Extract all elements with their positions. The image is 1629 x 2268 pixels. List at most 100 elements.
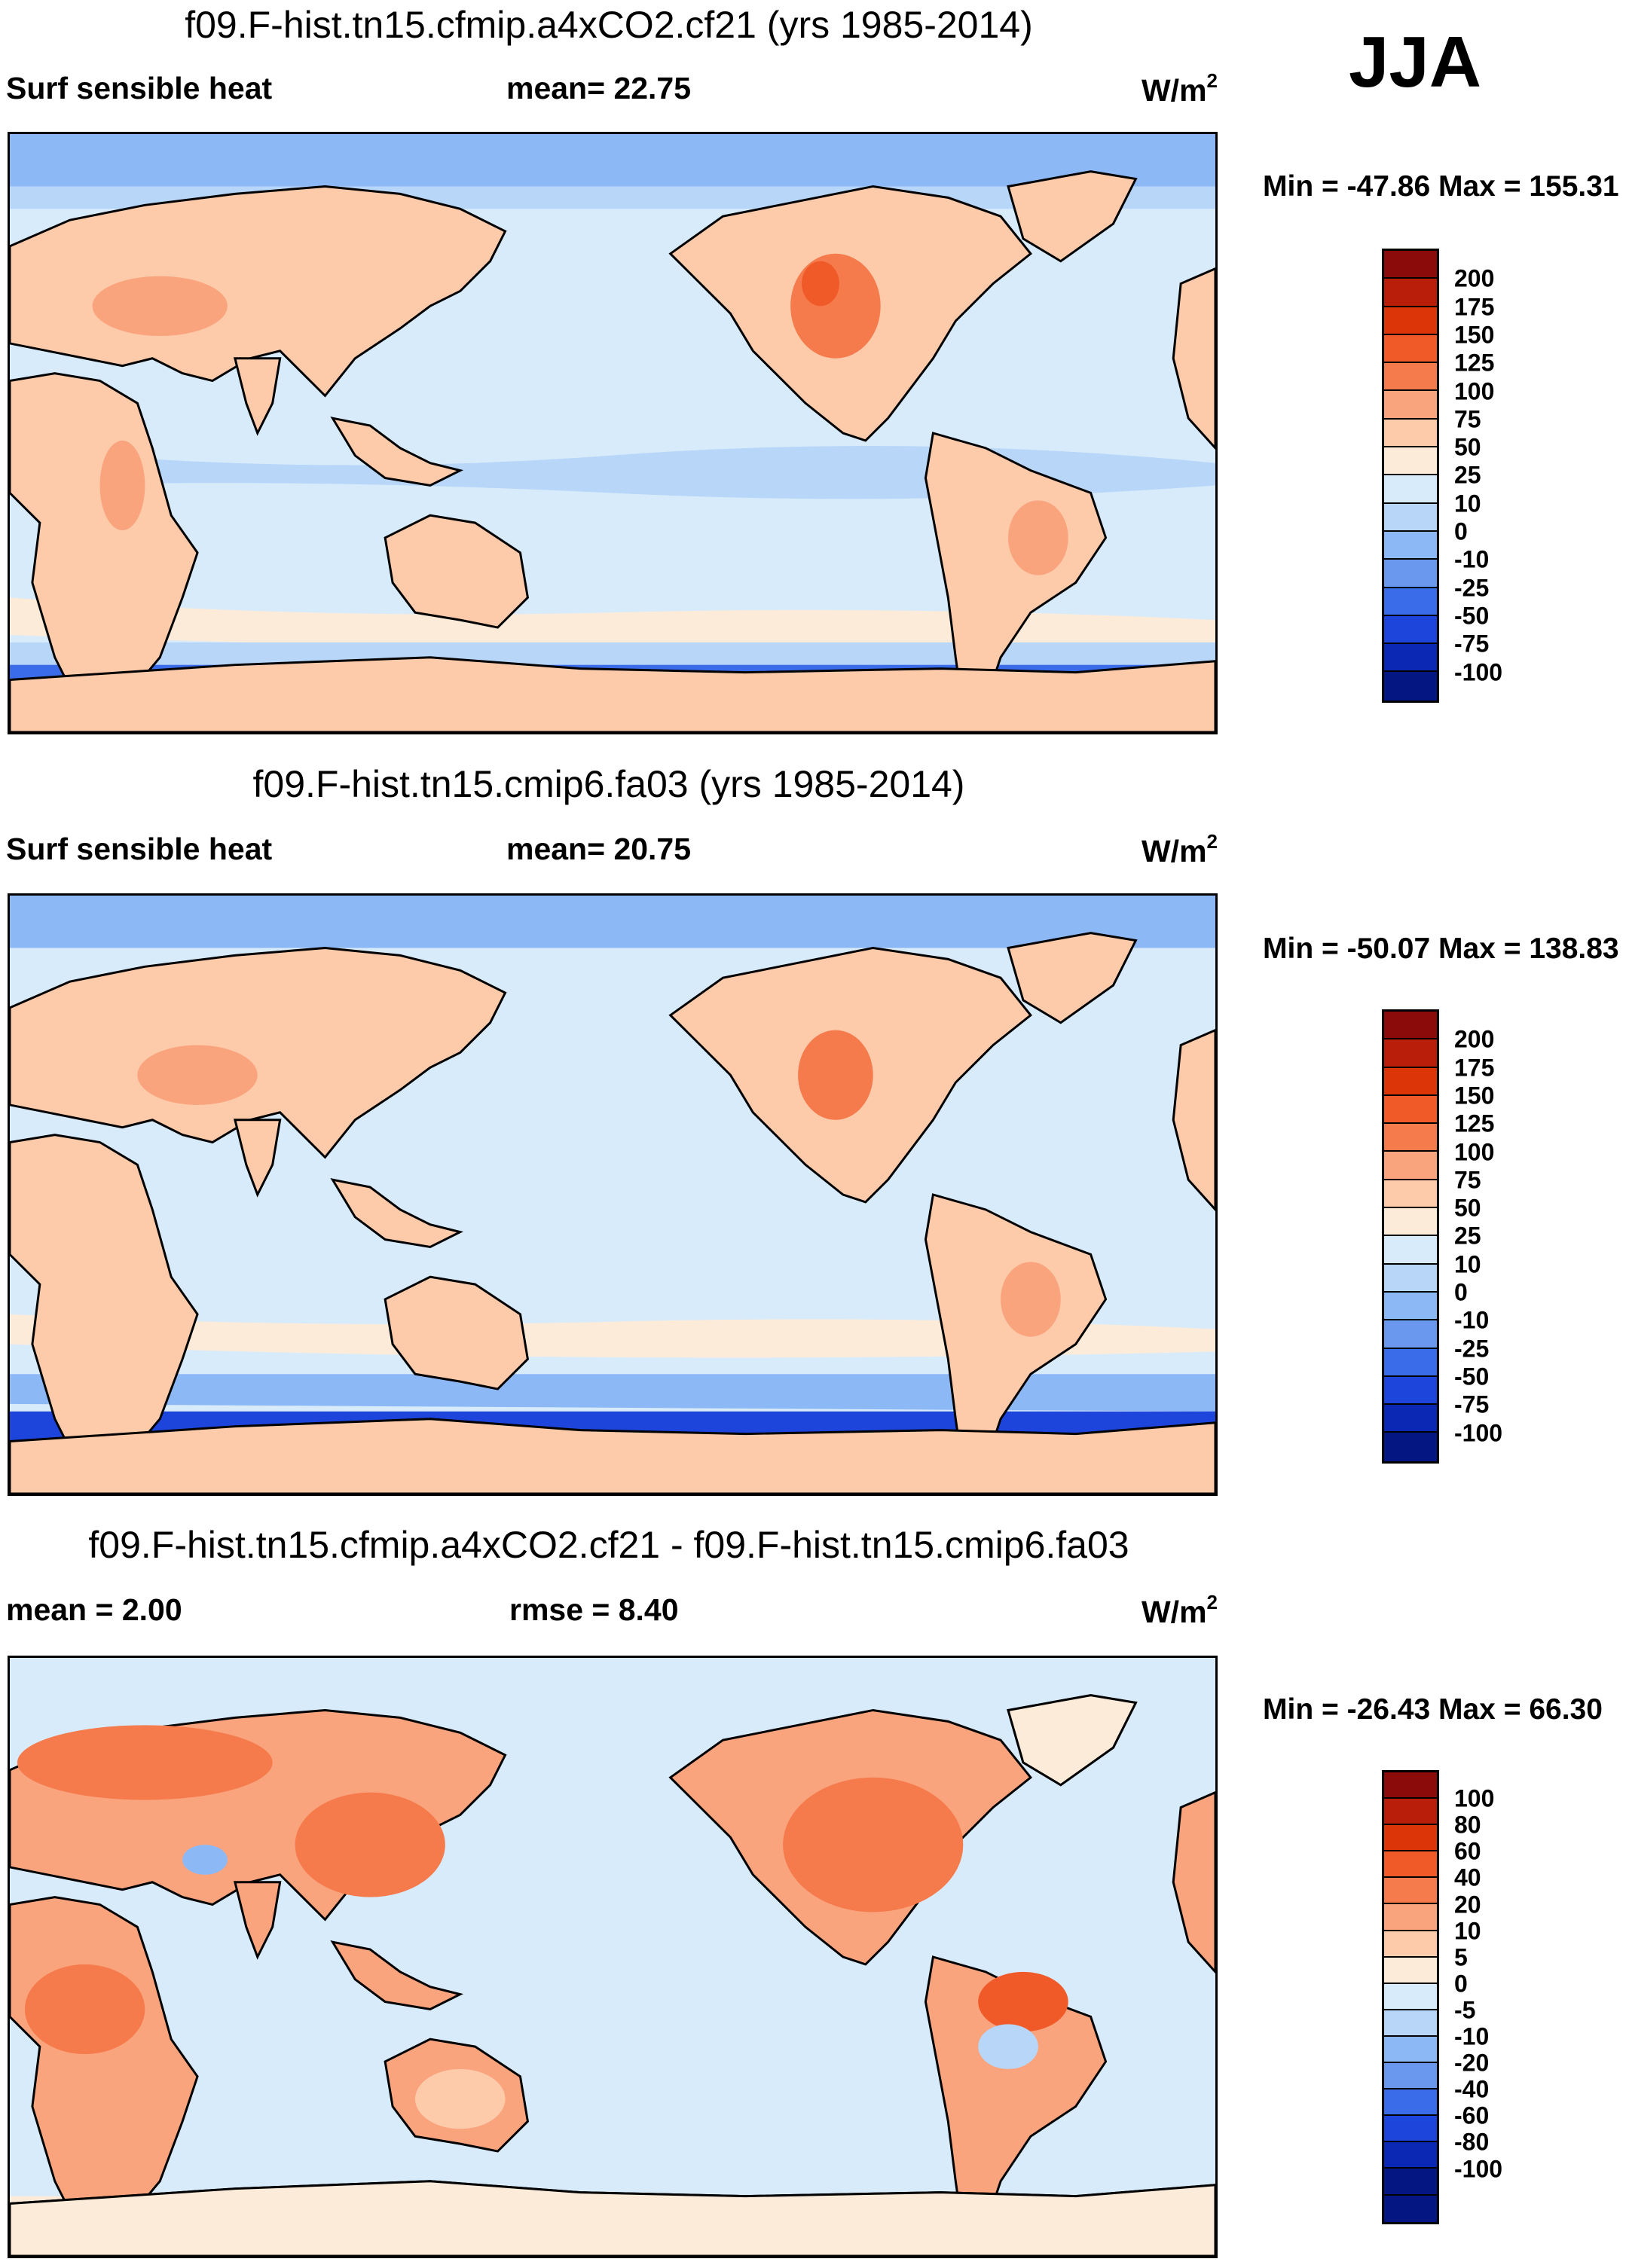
colorbar-swatch xyxy=(1384,307,1437,335)
colorbar-swatch xyxy=(1384,1983,1437,2010)
panel-title: f09.F-hist.tn15.cfmip.a4xCO2.cf21 - f09.… xyxy=(88,1524,1129,1566)
colorbar-tick-label: -75 xyxy=(1454,1390,1490,1418)
colorbar-tick-label: 175 xyxy=(1454,293,1495,321)
colorbar-swatch xyxy=(1384,279,1437,307)
colorbar-tick-label: 125 xyxy=(1454,1110,1495,1137)
colorbar-swatch xyxy=(1384,2036,1437,2064)
colorbar-tick-label: -10 xyxy=(1454,2022,1490,2050)
colorbar-swatch xyxy=(1384,2169,1437,2196)
colorbar-swatch xyxy=(1384,1152,1437,1180)
rmse-stat: rmse = 8.40 xyxy=(509,1592,679,1627)
variable-label: Surf sensible heat xyxy=(6,71,273,105)
contour-map xyxy=(8,893,1218,1496)
colorbar-swatch xyxy=(1384,1878,1437,1905)
mean-stat: mean = 2.00 xyxy=(6,1592,182,1627)
colorbar-swatch xyxy=(1384,2010,1437,2037)
colorbar-swatch xyxy=(1384,560,1437,588)
mean-stat: mean= 22.75 xyxy=(506,71,692,105)
panel-title: f09.F-hist.tn15.cfmip.a4xCO2.cf21 (yrs 1… xyxy=(185,4,1033,46)
colorbar-tick-label: 150 xyxy=(1454,321,1495,349)
season-label: JJA xyxy=(1349,22,1482,102)
colorbar-tick-label: -100 xyxy=(1454,658,1503,685)
colorbar-swatch xyxy=(1384,1208,1437,1237)
colorbar-tick-label: -5 xyxy=(1454,1996,1476,2024)
colorbar-swatch xyxy=(1384,644,1437,673)
colorbar-tick-label: -20 xyxy=(1454,2049,1490,2077)
variable-label: Surf sensible heat xyxy=(6,832,273,866)
colorbar-swatch xyxy=(1384,1376,1437,1406)
colorbar-tick-label: 100 xyxy=(1454,1784,1495,1812)
colorbar xyxy=(1382,1009,1439,1464)
colorbar-swatch xyxy=(1384,447,1437,476)
colorbar-tick-label: -75 xyxy=(1454,630,1490,658)
colorbar-tick-label: 150 xyxy=(1454,1082,1495,1110)
colorbar-swatch xyxy=(1384,1348,1437,1377)
colorbar-swatch xyxy=(1384,1095,1437,1125)
minmax-label: Min = -50.07 Max = 138.83 xyxy=(1263,933,1619,965)
colorbar-tick-label: 60 xyxy=(1454,1837,1481,1865)
colorbar-tick-label: -50 xyxy=(1454,602,1490,630)
panel-title: f09.F-hist.tn15.cmip6.fa03 (yrs 1985-201… xyxy=(252,763,965,805)
colorbar-swatch xyxy=(1384,2089,1437,2117)
colorbar-swatch xyxy=(1384,2116,1437,2143)
colorbar-tick-label: 10 xyxy=(1454,1917,1481,1945)
colorbar-swatch xyxy=(1384,1236,1437,1265)
colorbar-tick-label: -100 xyxy=(1454,2155,1503,2183)
colorbar xyxy=(1382,1770,1439,2224)
colorbar-swatch xyxy=(1384,475,1437,504)
colorbar-tick-label: 100 xyxy=(1454,1138,1495,1165)
colorbar-swatch xyxy=(1384,1957,1437,1984)
colorbar-swatch xyxy=(1384,1292,1437,1321)
contour-map xyxy=(8,1656,1218,2258)
colorbar-tick-label: 0 xyxy=(1454,1970,1468,1998)
colorbar xyxy=(1382,249,1439,703)
colorbar-swatch xyxy=(1384,1067,1437,1096)
colorbar-tick-label: 75 xyxy=(1454,405,1481,433)
colorbar-swatch xyxy=(1384,1433,1437,1461)
colorbar-swatch xyxy=(1384,1931,1437,1958)
colorbar-tick-label: 200 xyxy=(1454,264,1495,292)
colorbar-swatch xyxy=(1384,503,1437,532)
colorbar-swatch xyxy=(1384,1180,1437,1209)
colorbar-tick-label: 0 xyxy=(1454,1278,1468,1306)
mean-stat: mean= 20.75 xyxy=(506,832,692,866)
colorbar-swatch xyxy=(1384,1012,1437,1040)
colorbar-tick-label: -25 xyxy=(1454,1335,1490,1363)
colorbar-tick-label: 0 xyxy=(1454,517,1468,545)
colorbar-tick-label: -50 xyxy=(1454,1363,1490,1390)
contour-map xyxy=(8,132,1218,734)
colorbar-swatch xyxy=(1384,1039,1437,1068)
colorbar-swatch xyxy=(1384,251,1437,279)
colorbar-swatch xyxy=(1384,391,1437,420)
colorbar-swatch xyxy=(1384,1772,1437,1799)
colorbar-tick-label: 50 xyxy=(1454,433,1481,461)
colorbar-swatch xyxy=(1384,1904,1437,1931)
colorbar-tick-label: -40 xyxy=(1454,2075,1490,2103)
colorbar-swatch xyxy=(1384,1264,1437,1293)
colorbar-swatch xyxy=(1384,2063,1437,2090)
colorbar-swatch xyxy=(1384,363,1437,392)
colorbar-tick-label: 125 xyxy=(1454,349,1495,377)
colorbar-swatch xyxy=(1384,615,1437,645)
colorbar-swatch xyxy=(1384,1851,1437,1879)
colorbar-swatch xyxy=(1384,1320,1437,1349)
colorbar-tick-label: 75 xyxy=(1454,1166,1481,1194)
colorbar-tick-label: 25 xyxy=(1454,1222,1481,1250)
colorbar-tick-label: 50 xyxy=(1454,1194,1481,1222)
units-label: W/m2 xyxy=(1141,1591,1218,1629)
colorbar-swatch xyxy=(1384,1799,1437,1826)
colorbar-swatch xyxy=(1384,531,1437,560)
colorbar-swatch xyxy=(1384,2195,1437,2222)
colorbar-tick-label: 200 xyxy=(1454,1025,1495,1053)
colorbar-tick-label: 40 xyxy=(1454,1864,1481,1891)
units-label: W/m2 xyxy=(1141,69,1218,108)
colorbar-tick-label: 100 xyxy=(1454,377,1495,404)
colorbar-tick-label: -10 xyxy=(1454,545,1490,573)
colorbar-swatch xyxy=(1384,1825,1437,1852)
minmax-label: Min = -26.43 Max = 66.30 xyxy=(1263,1693,1603,1726)
colorbar-swatch xyxy=(1384,334,1437,364)
colorbar-swatch xyxy=(1384,2142,1437,2169)
colorbar-tick-label: -80 xyxy=(1454,2128,1490,2156)
colorbar-tick-label: 10 xyxy=(1454,1250,1481,1278)
colorbar-swatch xyxy=(1384,672,1437,701)
